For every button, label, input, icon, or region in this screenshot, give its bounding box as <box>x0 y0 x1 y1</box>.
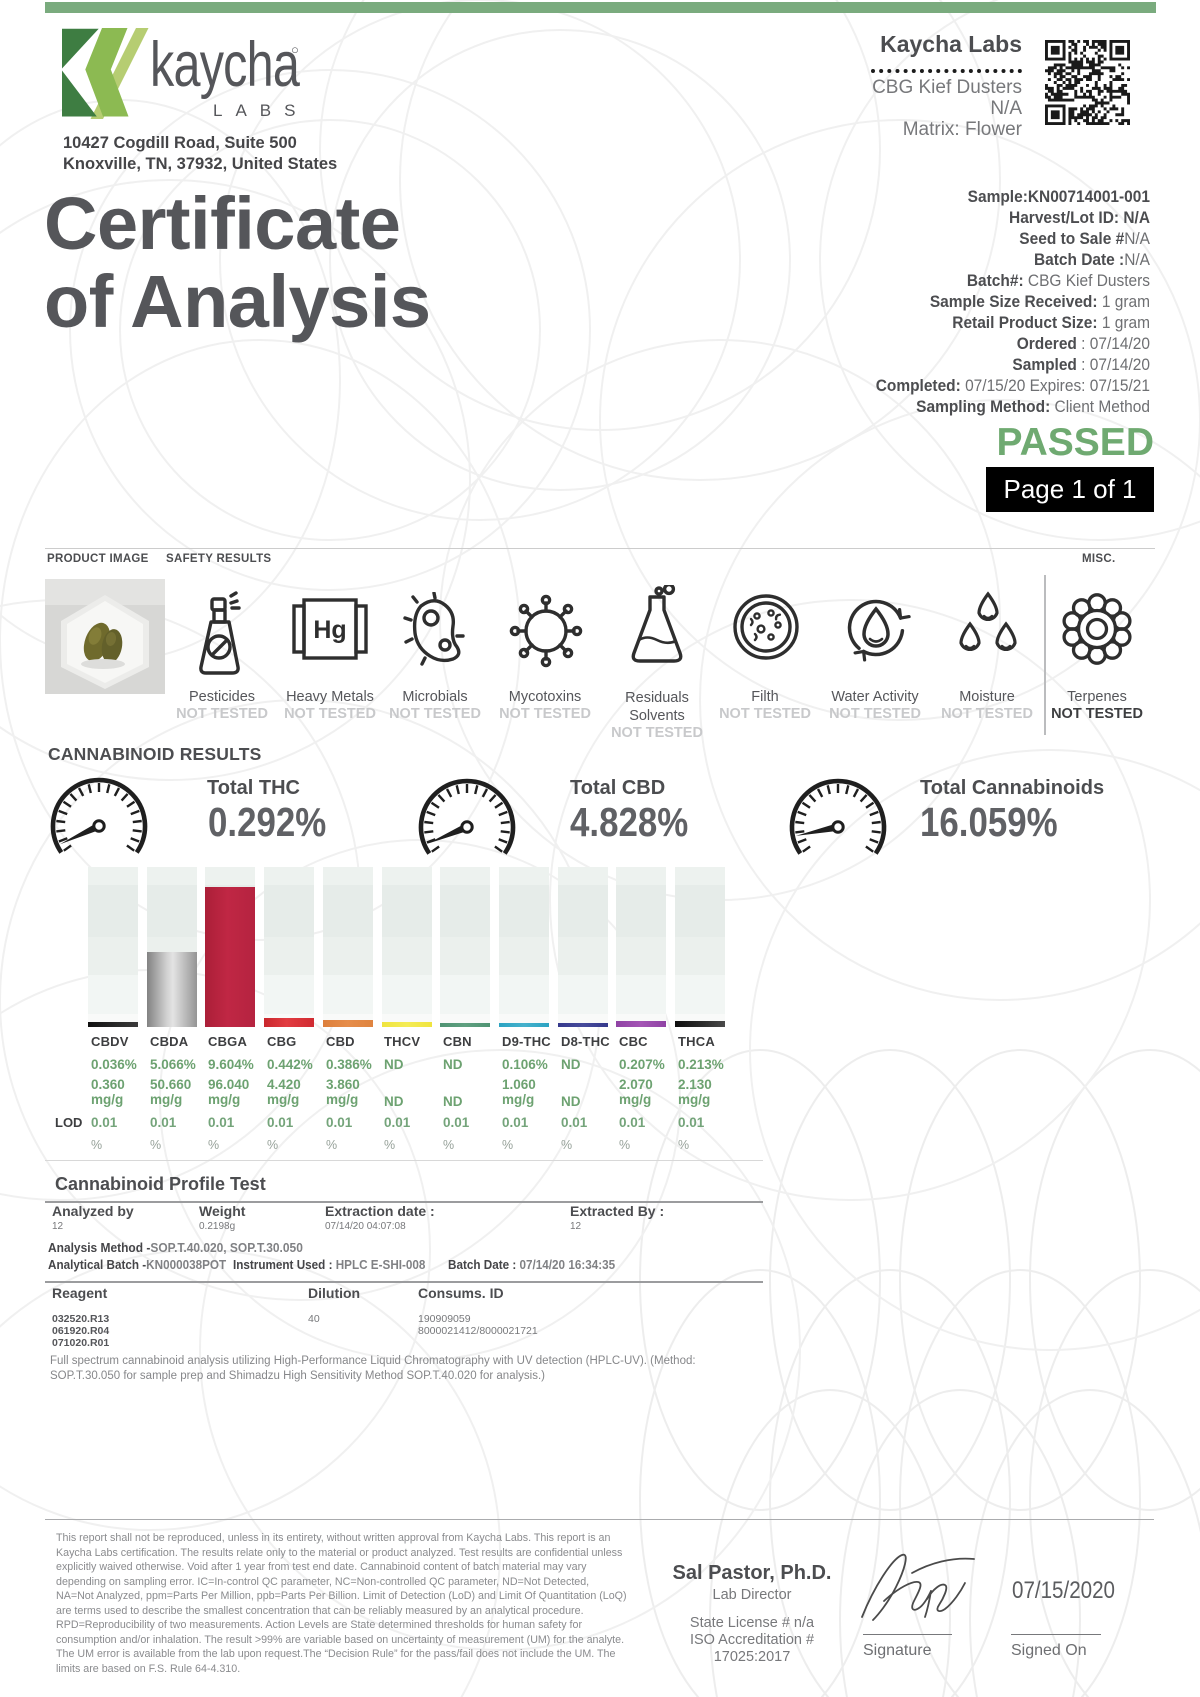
svg-text:Hg: Hg <box>313 616 346 644</box>
